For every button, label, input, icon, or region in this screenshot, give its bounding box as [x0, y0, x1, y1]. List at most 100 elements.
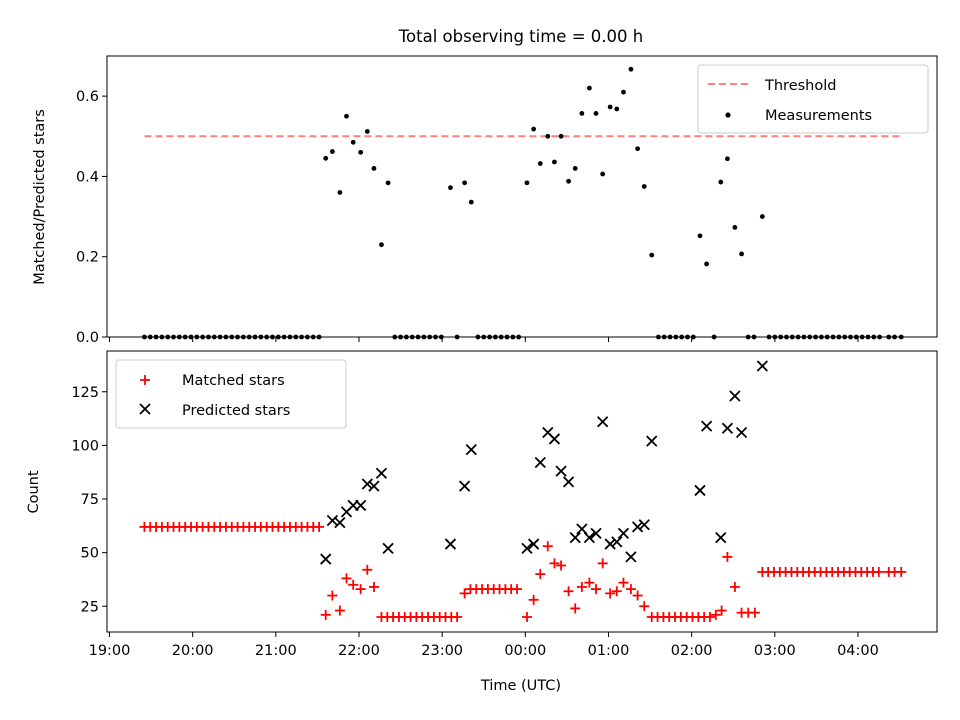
measurement-point [579, 111, 585, 116]
bottom-plot-area [139, 360, 907, 622]
measurement-point [593, 111, 599, 116]
bottom-x-tick-label: 22:00 [338, 643, 380, 659]
measurement-point [558, 133, 564, 139]
measurement-point [704, 261, 710, 267]
measurement-point [718, 179, 724, 185]
matched-star-marker [542, 541, 553, 552]
matched-star-marker [563, 586, 574, 597]
figure-title: Total observing time = 0.00 h [398, 27, 643, 46]
predicted-star-marker [597, 416, 609, 428]
measurement-point [628, 66, 634, 72]
matched-star-marker [362, 564, 373, 575]
matched-star-marker [722, 551, 733, 562]
measurement-point [448, 185, 453, 191]
bottom-x-tick-label: 20:00 [172, 643, 214, 659]
predicted-star-marker [625, 551, 637, 563]
legend-predicted-swatch [139, 403, 151, 415]
bottom-y-tick-label: 25 [81, 599, 99, 615]
matched-star-marker [749, 607, 760, 618]
measurement-point [462, 180, 468, 186]
bottom-x-axis: 19:00 20:00 21:00 22:00 23:00 00:00 01:00 02:00… [89, 632, 879, 659]
measurement-point [732, 225, 738, 230]
matched-star-marker [716, 605, 727, 616]
bottom-y-tick-label: 75 [81, 492, 99, 508]
predicted-star-marker [729, 390, 741, 402]
predicted-star-marker [368, 480, 380, 492]
bottom-y-tick-label: 50 [81, 546, 99, 562]
predicted-star-marker [528, 538, 540, 550]
predicted-star-marker [555, 465, 567, 477]
legend-matched-swatch [140, 375, 150, 385]
bottom-axes-frame [106, 350, 938, 633]
matched-star-marker [528, 594, 539, 605]
matched-star-marker [348, 579, 359, 590]
top-y-tick-label: 0.2 [76, 250, 99, 266]
bottom-x-tick-label: 23:00 [421, 643, 463, 659]
predicted-star-marker [444, 538, 457, 550]
matched-star-marker [625, 584, 636, 595]
measurement-point [379, 242, 384, 248]
measurement-point [545, 133, 551, 139]
matched-star-marker [896, 566, 907, 577]
predicted-star-marker [562, 476, 575, 488]
matched-star-marker [873, 566, 884, 577]
legend-matched-label: Matched stars [182, 373, 285, 389]
matched-star-marker [549, 558, 560, 569]
measurement-point [586, 85, 592, 91]
measurement-point [725, 156, 730, 162]
predicted-star-marker [375, 467, 388, 479]
bottom-legend-box [115, 359, 347, 429]
top-y-tick-label: 0.0 [76, 330, 99, 346]
predicted-star-marker [617, 527, 630, 539]
measurement-point [759, 214, 765, 219]
measurement-point [566, 178, 571, 184]
measurement-point [607, 104, 613, 110]
matched-star-marker [452, 611, 463, 622]
measurement-point [358, 149, 364, 155]
bottom-y-axis: 25 50 75 100 125 [71, 385, 107, 615]
matched-star-marker [341, 573, 352, 584]
predicted-star-marker [611, 536, 623, 548]
predicted-star-marker [548, 433, 561, 445]
legend-threshold-label: Threshold [764, 78, 836, 94]
predicted-star-marker [355, 499, 367, 512]
measurement-point [323, 155, 329, 161]
top-x-ticks [108, 337, 859, 342]
legend-measurements-label: Measurements [765, 108, 872, 124]
predicted-star-marker [458, 480, 471, 492]
top-legend-box [697, 64, 929, 134]
predicted-star-marker [700, 420, 713, 432]
predicted-star-marker [721, 422, 734, 434]
matched-star-marker [512, 584, 523, 595]
matched-star-marker [556, 560, 567, 571]
predicted-star-marker [569, 531, 581, 544]
top-axes-frame [106, 55, 938, 338]
bottom-panel: 25 50 75 100 125 19:00 20:00 21:00 22:00 23:00 00… [26, 350, 938, 694]
predicted-star-marker [334, 516, 346, 529]
bottom-y-tick-label: 100 [71, 438, 99, 454]
predicted-star-marker [638, 519, 650, 531]
matched-star-marker [355, 584, 366, 595]
matched-star-marker [639, 601, 650, 612]
matched-star-marker [327, 590, 338, 601]
predicted-star-marker [534, 456, 546, 469]
matched-star-marker [320, 609, 331, 620]
measurement-point [614, 106, 620, 112]
matched-star-marker [710, 609, 721, 620]
bottom-x-tick-label: 02:00 [671, 643, 713, 659]
measurement-point [350, 139, 356, 145]
measurement-point [385, 180, 391, 186]
matched-star-marker [632, 590, 643, 601]
matched-star-marker [597, 558, 608, 569]
measurement-point [537, 161, 543, 166]
predicted-star-marker [583, 531, 596, 544]
top-legend: Threshold Measurements [697, 64, 929, 134]
bottom-legend: Matched stars Predicted stars [115, 359, 347, 429]
predicted-star-marker [756, 360, 768, 372]
bottom-x-axis-label: Time (UTC) [480, 678, 561, 694]
bottom-x-tick-label: 04:00 [837, 643, 879, 659]
bottom-x-tick-label: 00:00 [504, 643, 546, 659]
bottom-x-tick-label: 03:00 [754, 643, 796, 659]
predicted-star-marker [320, 553, 332, 565]
